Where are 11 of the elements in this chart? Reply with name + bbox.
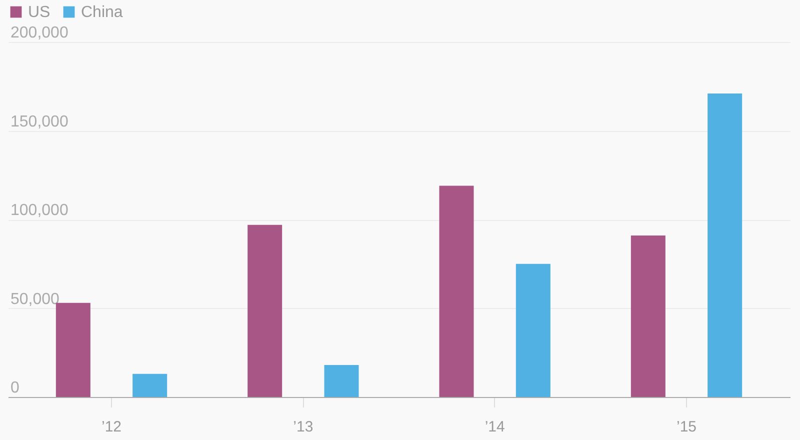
y-tick-label: 0	[10, 380, 20, 396]
y-tick-label: 200,000	[10, 24, 68, 42]
y-tick-label: 100,000	[10, 202, 68, 219]
x-tick-label: ’13	[293, 418, 314, 436]
x-tick-label: ’15	[676, 418, 697, 436]
legend-label: US	[28, 4, 50, 21]
y-tick-label: 150,000	[10, 113, 68, 130]
x-tick-label: ’12	[101, 418, 122, 436]
y-tick-label: 50,000	[10, 290, 60, 308]
x-tick-label: ’14	[484, 418, 505, 436]
legend-label: China	[81, 4, 123, 21]
